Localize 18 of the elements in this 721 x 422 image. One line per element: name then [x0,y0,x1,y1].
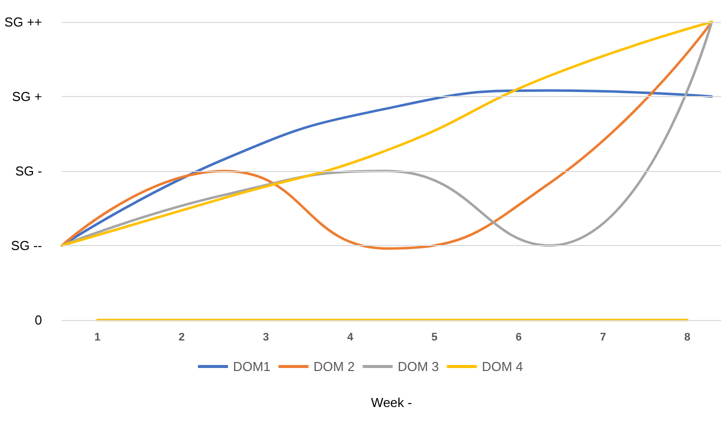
x-tick-label: 5 [431,332,438,344]
x-tick-label: 3 [262,332,269,344]
ref-line-label: 0 [34,312,42,328]
legend-label: DOM 2 [314,359,355,374]
x-tick-label: 2 [178,332,185,344]
x-tick-label: 1 [94,332,100,344]
x-tick-label: 4 [347,332,354,344]
ref-line-label: SG - [15,164,42,178]
ref-line-label: SG + [12,89,42,104]
x-axis-title: Week - [371,395,412,410]
x-tick-label: 7 [600,332,606,344]
x-tick-label: 8 [684,332,690,344]
legend-label: DOM1 [232,359,271,374]
x-tick-label: 6 [516,332,522,344]
legend-label: DOM 3 [398,359,439,374]
legend-label: DOM 4 [482,359,524,374]
ref-line-label: SG -- [10,238,42,253]
ref-line-label: SG ++ [4,14,42,30]
